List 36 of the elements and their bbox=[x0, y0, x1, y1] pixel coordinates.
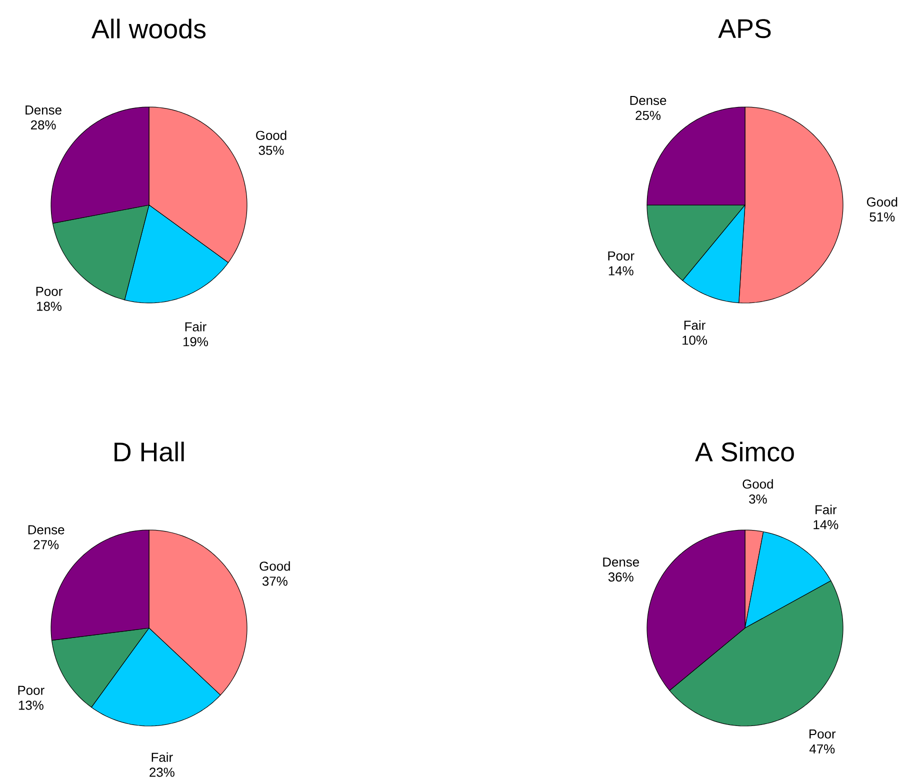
slice-label: Poor bbox=[810, 730, 836, 739]
slice-label: Fair bbox=[152, 752, 173, 762]
data-label: 36% bbox=[608, 572, 634, 582]
slice-label: Dense bbox=[603, 558, 639, 567]
data-label: 51% bbox=[870, 212, 895, 222]
data-label: 14% bbox=[814, 520, 838, 530]
data-label: 28% bbox=[30, 120, 56, 130]
slice-label: Good bbox=[256, 130, 286, 140]
slice-label: Good bbox=[260, 561, 290, 571]
data-label: 35% bbox=[258, 146, 284, 155]
slice-label: Dense bbox=[28, 525, 64, 534]
slice-label: Good bbox=[742, 479, 773, 489]
slice-label: Poor bbox=[36, 286, 62, 296]
slice-label: Fair bbox=[684, 320, 706, 330]
slice-label: Fair bbox=[816, 504, 837, 514]
data-label: 25% bbox=[636, 110, 660, 120]
slice-label: Fair bbox=[185, 322, 206, 332]
data-label: 47% bbox=[809, 744, 835, 754]
slice-label: Dense bbox=[630, 96, 666, 106]
slice-label: Dense bbox=[26, 106, 62, 115]
data-label: 18% bbox=[37, 302, 62, 311]
data-label: 23% bbox=[150, 768, 174, 777]
chart-title: A Simco bbox=[694, 442, 794, 462]
slice-label: Good bbox=[866, 197, 898, 207]
chart-title: APS bbox=[718, 19, 771, 38]
chart-title: All woods bbox=[91, 18, 206, 38]
data-label: 14% bbox=[608, 266, 634, 276]
data-label: 10% bbox=[682, 336, 708, 345]
slice-label: Poor bbox=[18, 686, 44, 695]
slice-label: Poor bbox=[608, 251, 634, 260]
data-label: 19% bbox=[184, 337, 208, 346]
data-label: 37% bbox=[262, 576, 288, 586]
data-label: 3% bbox=[749, 494, 767, 504]
data-label: 13% bbox=[18, 700, 44, 710]
data-label: 27% bbox=[34, 540, 59, 550]
chart-title: D Hall bbox=[114, 442, 184, 462]
